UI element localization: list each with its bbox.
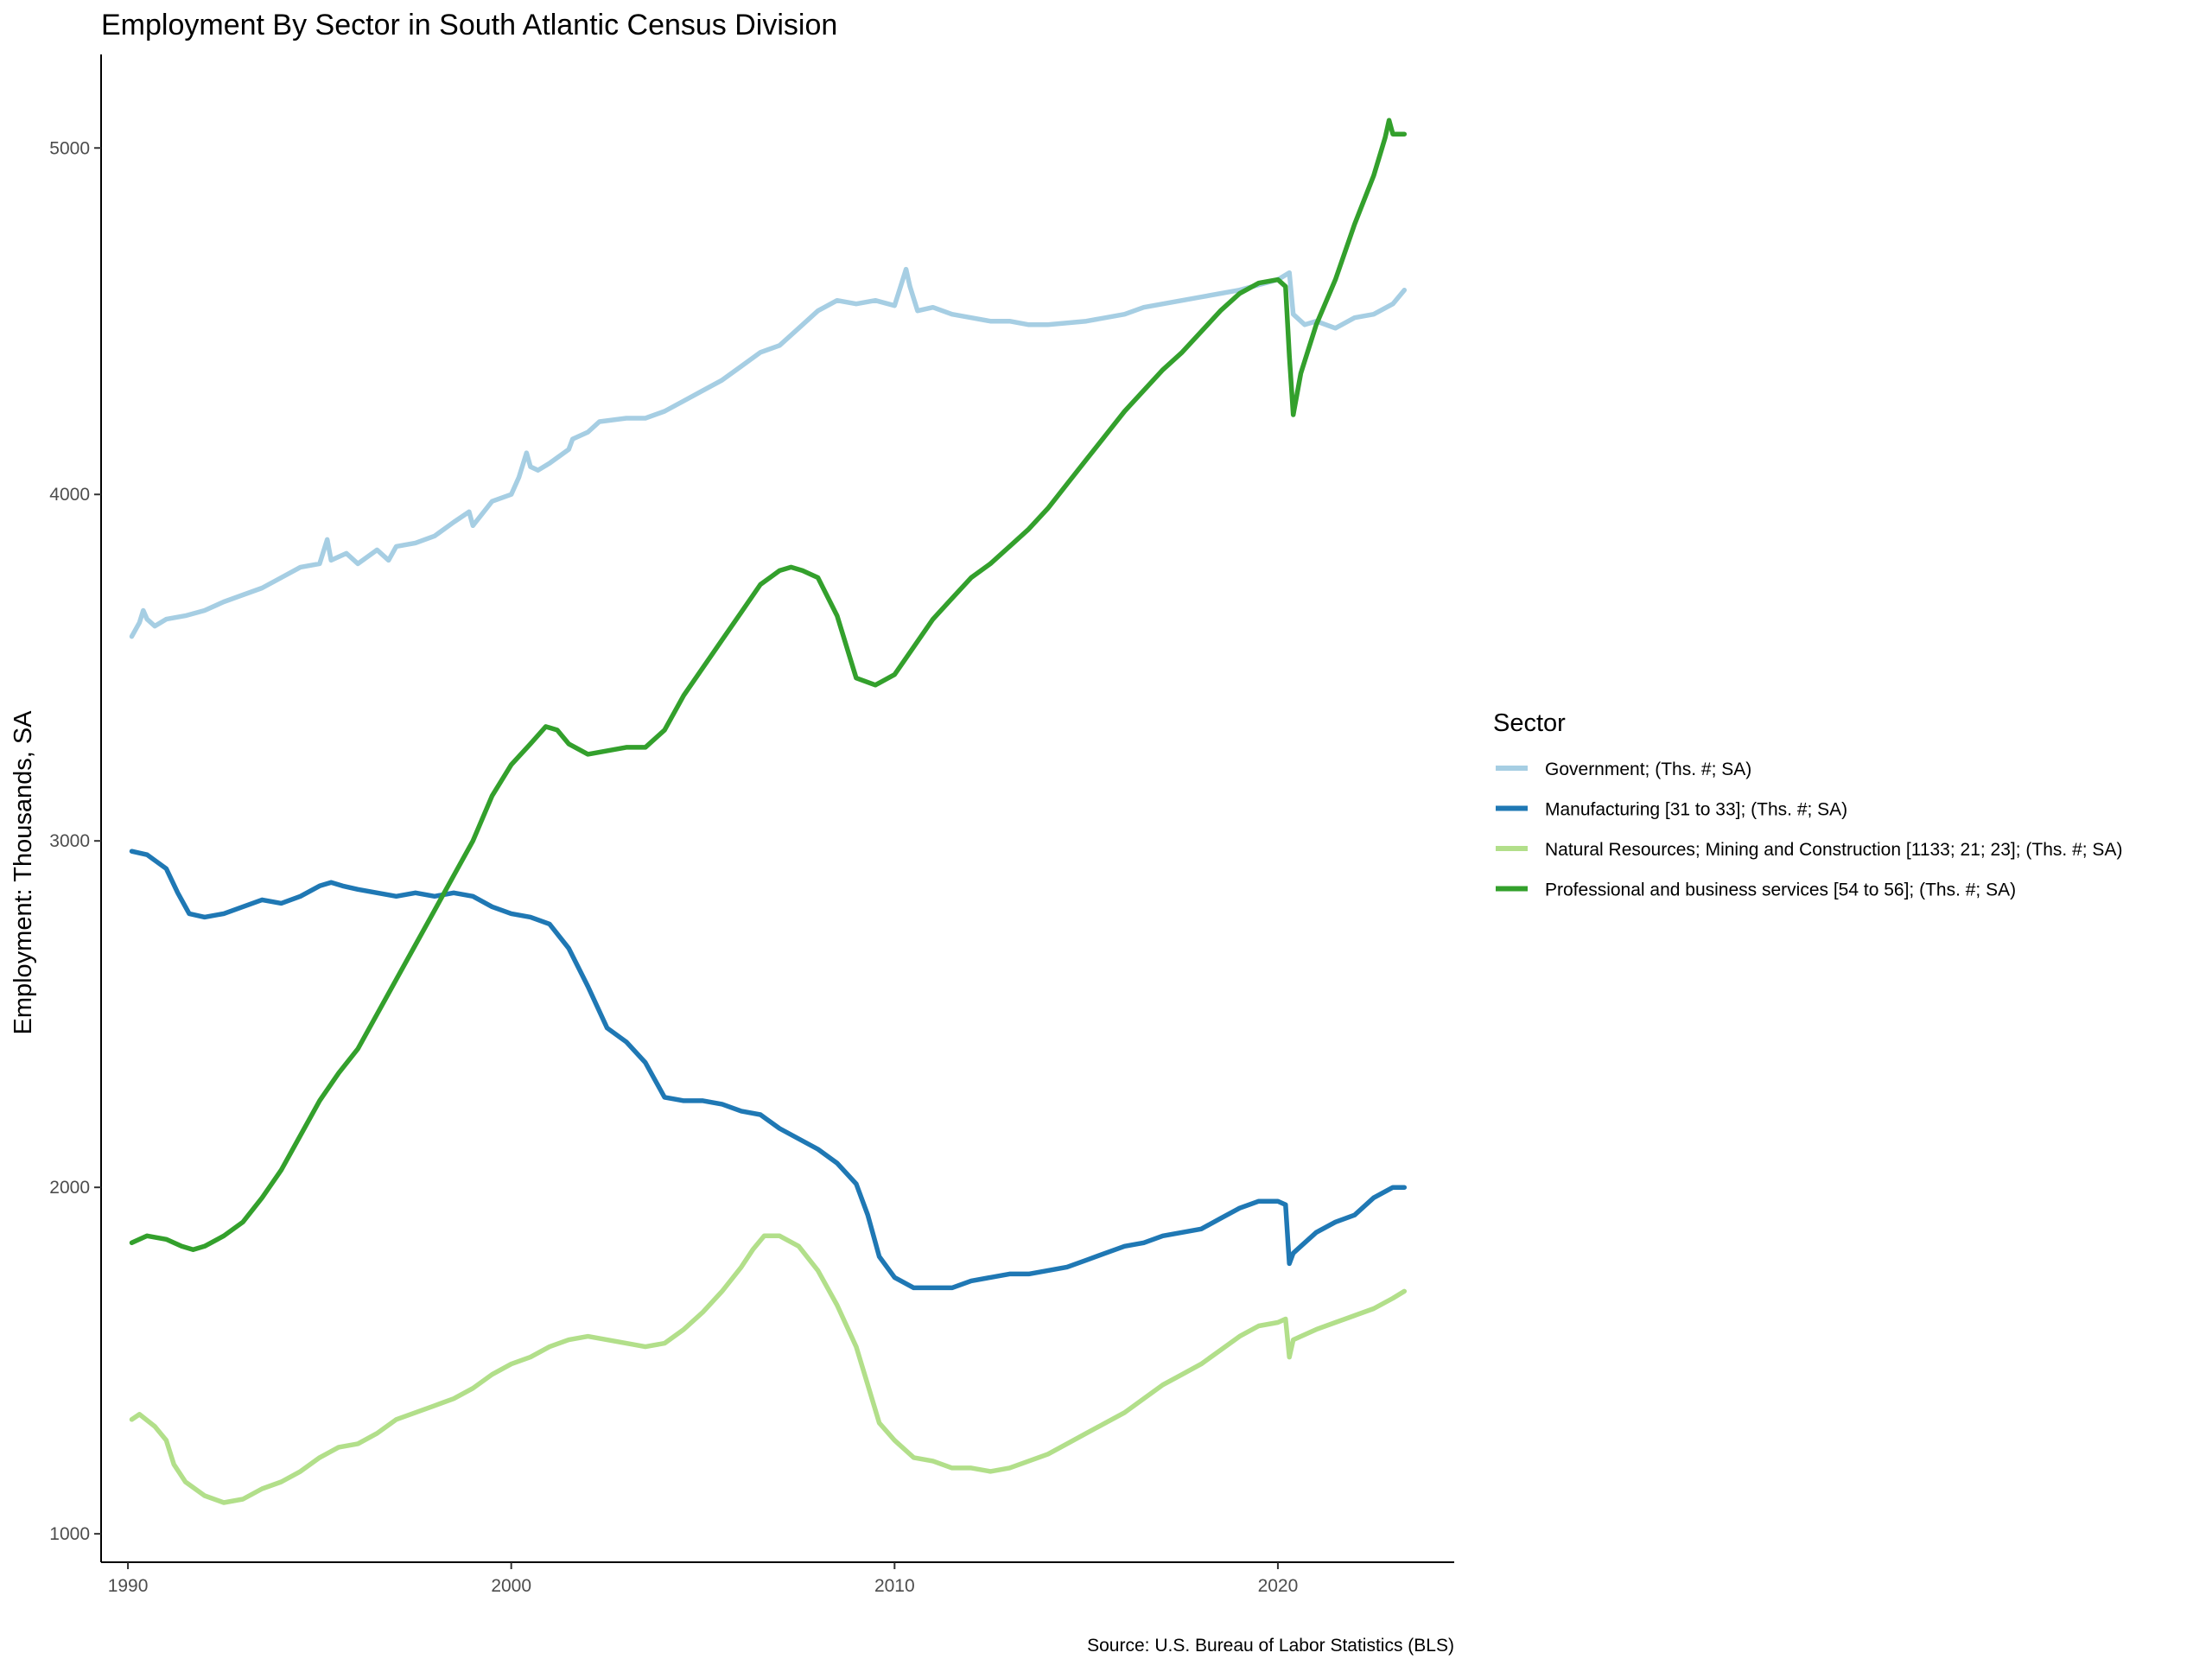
y-axis-title: Employment: Thousands, SA xyxy=(10,710,37,1035)
y-tick-label: 4000 xyxy=(49,485,90,505)
chart-title: Employment By Sector in South Atlantic C… xyxy=(101,9,837,41)
y-tick-label: 1000 xyxy=(49,1524,90,1544)
legend-label: Natural Resources; Mining and Constructi… xyxy=(1545,840,2122,860)
y-axis-ticks: 1000 2000 3000 4000 5000 xyxy=(49,138,101,1544)
x-tick-label: 2020 xyxy=(1258,1576,1299,1596)
y-tick-label: 2000 xyxy=(49,1178,90,1198)
legend-label: Manufacturing [31 to 33]; (Ths. #; SA) xyxy=(1545,800,1847,820)
source-caption: Source: U.S. Bureau of Labor Statistics … xyxy=(1087,1636,1454,1656)
y-tick-label: 3000 xyxy=(49,831,90,851)
legend-title: Sector xyxy=(1493,709,1566,737)
x-tick-label: 1990 xyxy=(108,1576,149,1596)
legend: Government; (Ths. #; SA) Manufacturing [3… xyxy=(1496,760,2122,900)
series-line-2 xyxy=(129,849,1408,1291)
series-line-1 xyxy=(129,266,1408,639)
series-lines xyxy=(129,118,1408,1505)
x-tick-label: 2010 xyxy=(874,1576,915,1596)
legend-label: Professional and business services [54 t… xyxy=(1545,880,2016,900)
x-axis-ticks: 1990 2000 2010 2020 xyxy=(108,1562,1299,1596)
y-tick-label: 5000 xyxy=(49,138,90,158)
series-line-4 xyxy=(129,118,1408,1253)
x-tick-label: 2000 xyxy=(491,1576,531,1596)
series-line-3 xyxy=(129,1233,1408,1505)
legend-label: Government; (Ths. #; SA) xyxy=(1545,760,1751,779)
